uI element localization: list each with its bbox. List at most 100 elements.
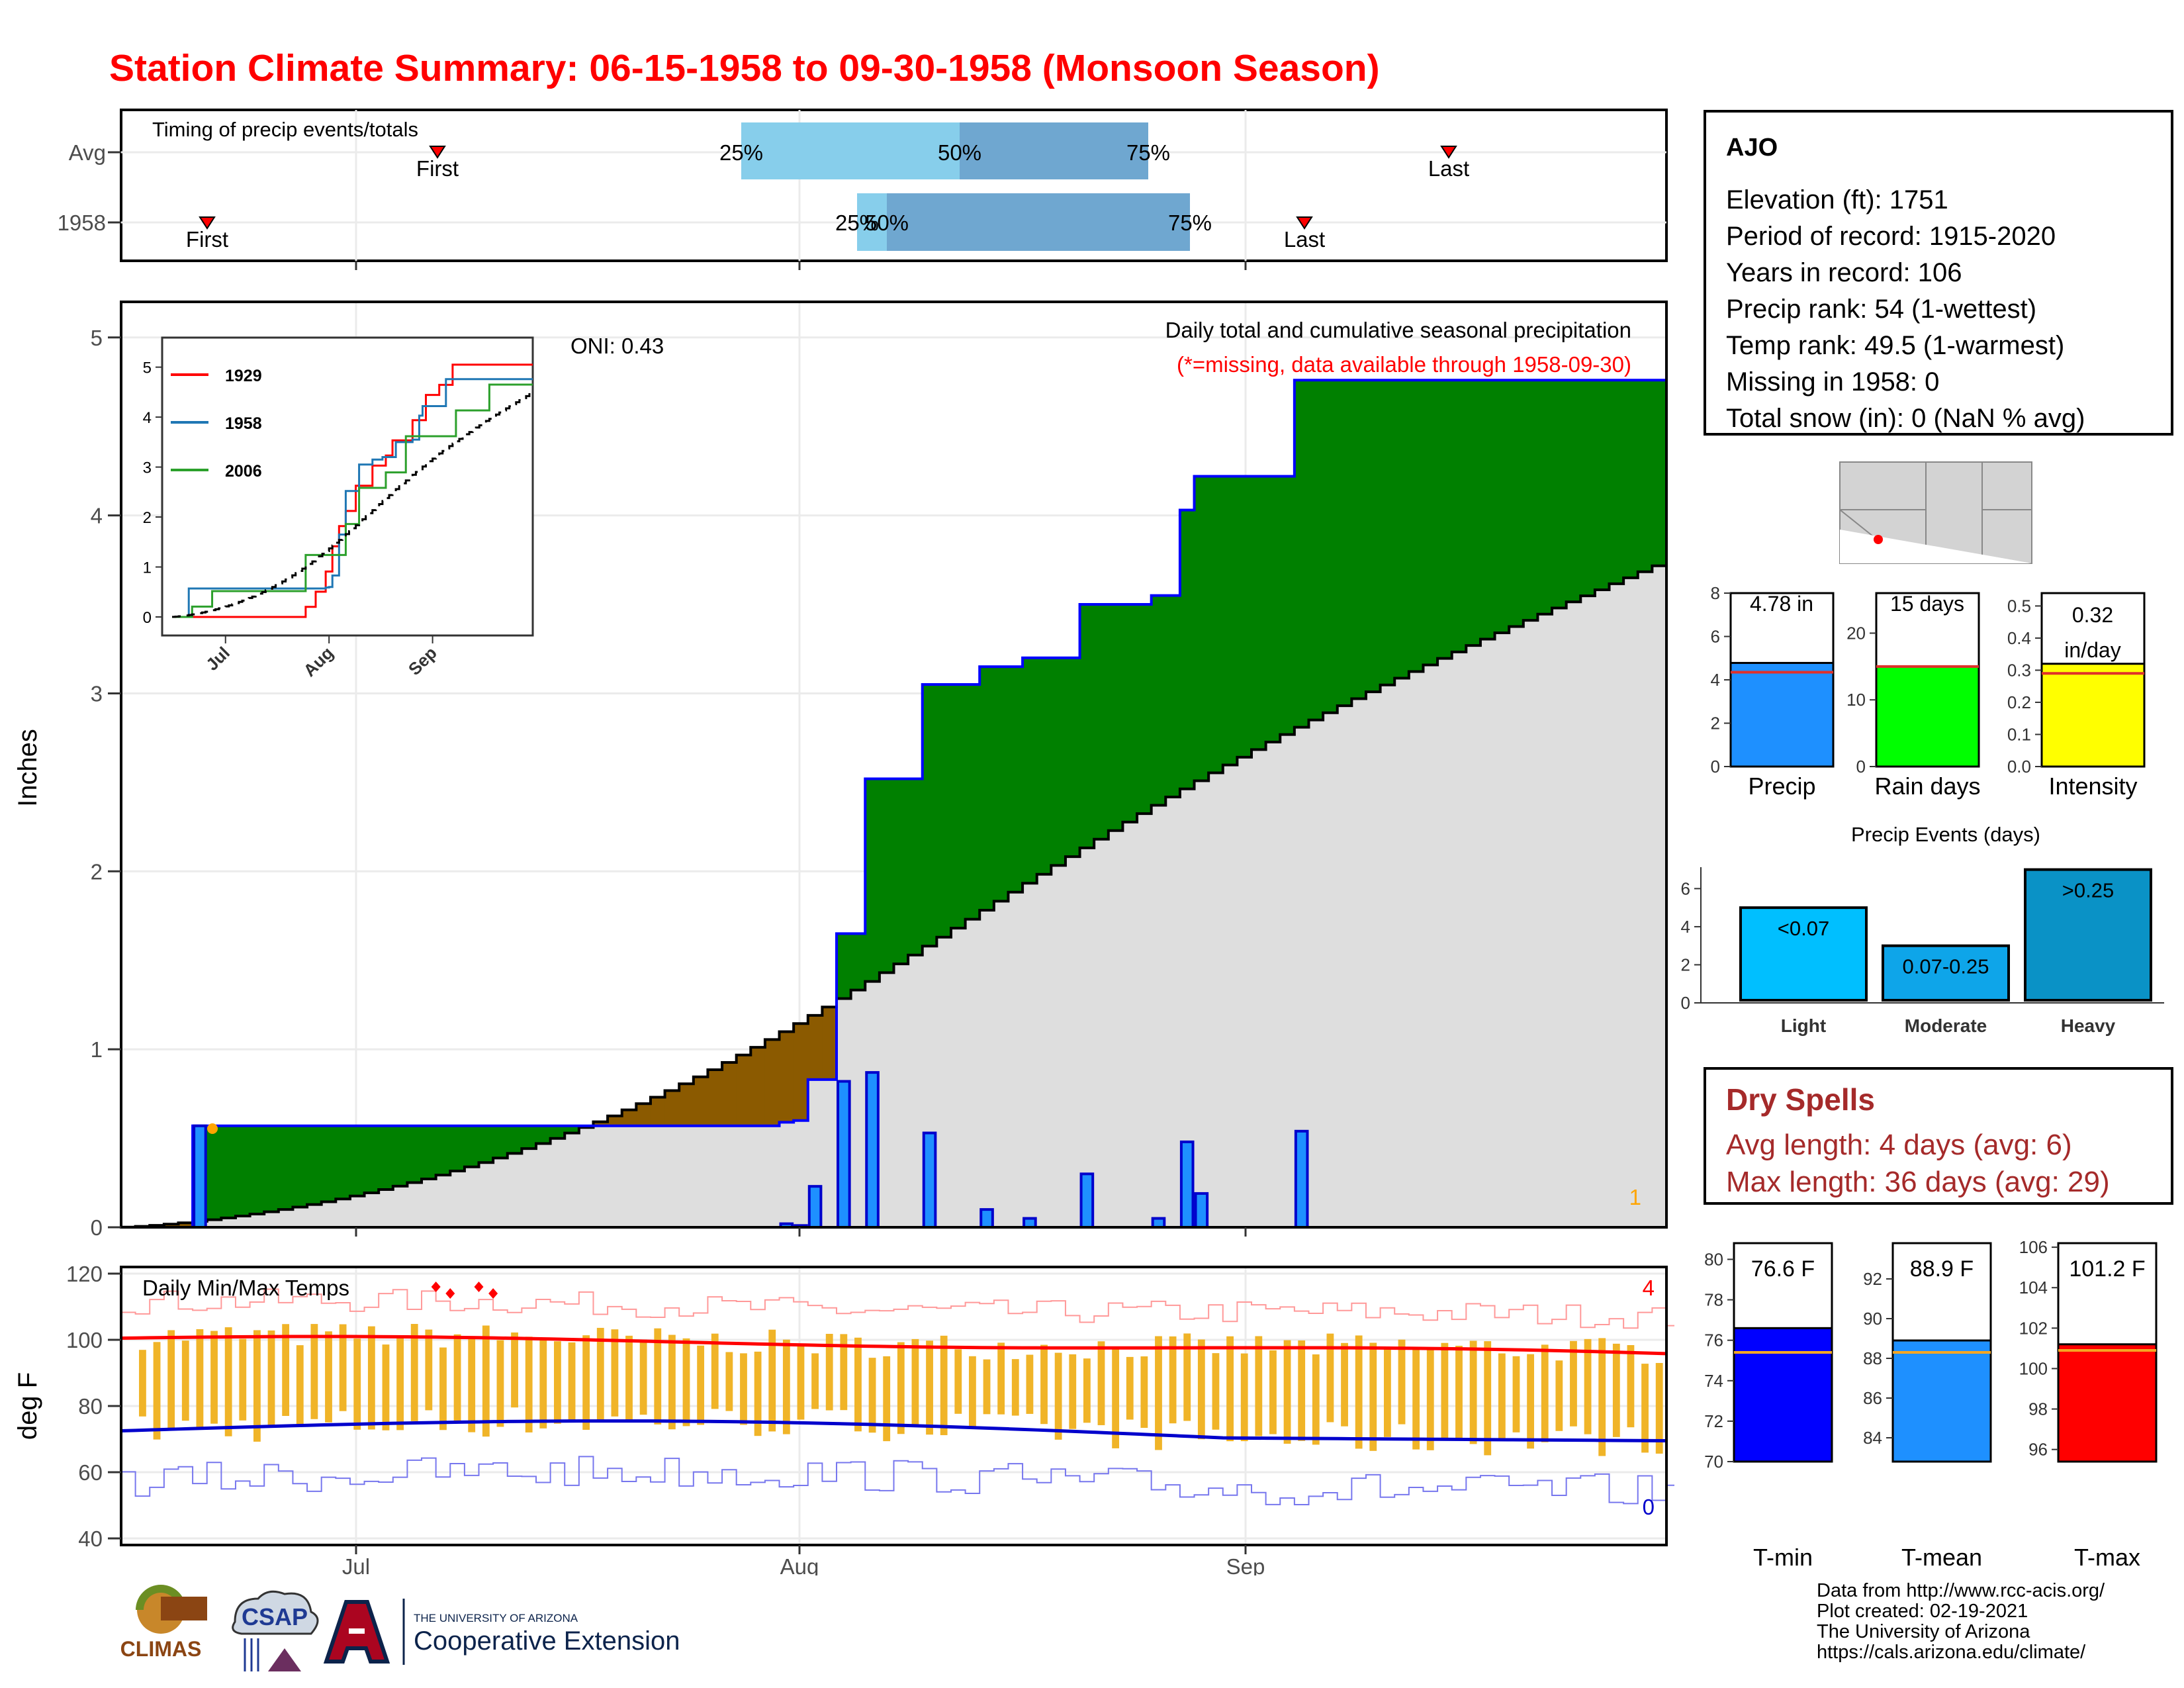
daily-temp-bar — [1140, 1356, 1148, 1429]
daily-temp-bar — [911, 1338, 919, 1426]
deficit-area — [593, 1121, 608, 1126]
summary-ytick: 102 — [2019, 1318, 2048, 1338]
summary-ytick: 10 — [1846, 690, 1866, 710]
summary-bar — [1733, 1327, 1833, 1463]
summary-ytick: 70 — [1704, 1452, 1723, 1472]
daily-temp-bar — [754, 1351, 762, 1436]
daily-temp-bar — [1527, 1354, 1535, 1449]
daily-temp-bar — [1512, 1356, 1520, 1432]
daily-temp-bar — [1641, 1364, 1649, 1453]
surplus-area — [478, 1125, 494, 1163]
daily-temp-bar — [1441, 1342, 1449, 1439]
logo-strip: CLIMAS CSAP THE UNIVERSITY OF ARIZONA Co… — [120, 1585, 680, 1671]
summary-ytick: 20 — [1846, 623, 1866, 643]
surplus-area — [1151, 595, 1166, 806]
summary-ytick: 86 — [1863, 1388, 1882, 1408]
temp-ytick: 80 — [78, 1394, 103, 1419]
surplus-area — [1051, 657, 1066, 866]
temp-summary-value: 76.6 F — [1751, 1256, 1815, 1282]
daily-temp-bar — [639, 1339, 647, 1415]
summary-ytick: 78 — [1704, 1290, 1723, 1310]
station-period: Period of record: 1915-2020 — [1726, 222, 2056, 251]
inset-ytick: 5 — [143, 359, 152, 377]
surplus-area — [1652, 380, 1667, 566]
daily-temp-bar — [1240, 1353, 1248, 1442]
daily-temp-bar — [596, 1327, 604, 1423]
daily-temp-bar — [1197, 1339, 1205, 1440]
surplus-area — [1323, 380, 1338, 713]
surplus-area — [535, 1125, 551, 1144]
surplus-area — [908, 778, 923, 955]
daily-temp-bar — [611, 1329, 619, 1417]
surplus-area — [893, 778, 909, 964]
daily-temp-bar — [253, 1330, 261, 1442]
surplus-area — [565, 1125, 580, 1133]
summary-ytick: 6 — [1711, 627, 1720, 647]
daily-temp-bar — [1112, 1346, 1120, 1448]
yr-iqr-high — [887, 193, 1190, 251]
high-count: 4 — [1643, 1276, 1655, 1300]
csap-logo: CSAP — [232, 1590, 319, 1671]
missing-note: (*=missing, data available through 1958-… — [1177, 352, 1631, 377]
summary-ytick: 0.3 — [2007, 660, 2031, 680]
climas-logo: CLIMAS — [120, 1585, 207, 1661]
daily-temp-bar — [983, 1359, 991, 1415]
event-value: >0.25 — [2062, 879, 2114, 902]
daily-temp-bar — [954, 1349, 962, 1414]
temp-ytick: 60 — [78, 1460, 103, 1485]
surplus-area — [1637, 380, 1653, 572]
record-high-marker — [445, 1288, 455, 1299]
daily-temp-bar — [224, 1327, 232, 1436]
footer-url: https://cals.arizona.edu/climate/ — [1817, 1642, 2086, 1663]
page-title: Station Climate Summary: 06-15-1958 to 0… — [109, 47, 1380, 89]
deficit-area — [650, 1097, 666, 1126]
svg-text:75%: 75% — [1168, 211, 1212, 235]
record-high-marker — [474, 1282, 484, 1292]
xtick-aug: Aug — [780, 1554, 819, 1575]
svg-text:75%: 75% — [1126, 140, 1170, 165]
daily-temp-bar — [410, 1324, 418, 1421]
daily-temp-bar — [1169, 1336, 1177, 1424]
precip-ytick: 1 — [91, 1037, 103, 1062]
summary-ytick: 88 — [1863, 1348, 1882, 1368]
precip-ytick: 5 — [91, 326, 103, 350]
daily-temp-bar — [1341, 1342, 1348, 1427]
inset-ytick: 3 — [143, 459, 152, 477]
surplus-area — [1108, 604, 1124, 831]
daily-precip-bar — [807, 1185, 823, 1229]
dry-avg-length: Avg length: 4 days (avg: 6) — [1726, 1129, 2072, 1161]
summary-ytick: 0.5 — [2007, 596, 2031, 616]
summary-ytick: 74 — [1704, 1371, 1723, 1391]
surplus-area — [1122, 604, 1138, 822]
surplus-area — [965, 684, 980, 919]
daily-temp-bar — [282, 1324, 290, 1416]
daily-temp-bar — [625, 1335, 633, 1421]
temp-ylabel: deg F — [13, 1372, 42, 1440]
xtick-sep: Sep — [1226, 1554, 1265, 1575]
avg-last-marker — [1440, 146, 1457, 159]
summary-ytick: 0 — [1856, 757, 1866, 776]
event-bar — [2024, 868, 2152, 1002]
daily-temp-bar — [310, 1324, 318, 1419]
daily-temp-bar — [1097, 1341, 1105, 1425]
deficit-area — [163, 1224, 179, 1227]
footer-org: The University of Arizona — [1817, 1621, 2030, 1642]
svg-text:Last: Last — [1428, 156, 1469, 181]
daily-temp-bar — [1627, 1345, 1635, 1428]
surplus-area — [850, 933, 866, 990]
daily-temp-bar — [1183, 1333, 1191, 1421]
daily-temp-bar — [325, 1331, 332, 1423]
deficit-area — [722, 1062, 737, 1126]
deficit-area — [707, 1069, 723, 1126]
daily-precip-bar — [922, 1131, 937, 1229]
summary-ytick: 0 — [1711, 757, 1720, 776]
surplus-area — [1194, 476, 1209, 781]
surplus-area — [1137, 604, 1152, 814]
event-bar — [1882, 944, 2010, 1002]
surplus-area — [1566, 380, 1581, 602]
events-ytick: 6 — [1681, 878, 1690, 898]
summary-value: 4.78 in — [1750, 592, 1813, 616]
daily-temp-bar — [1469, 1340, 1477, 1444]
surplus-area — [1365, 380, 1381, 692]
